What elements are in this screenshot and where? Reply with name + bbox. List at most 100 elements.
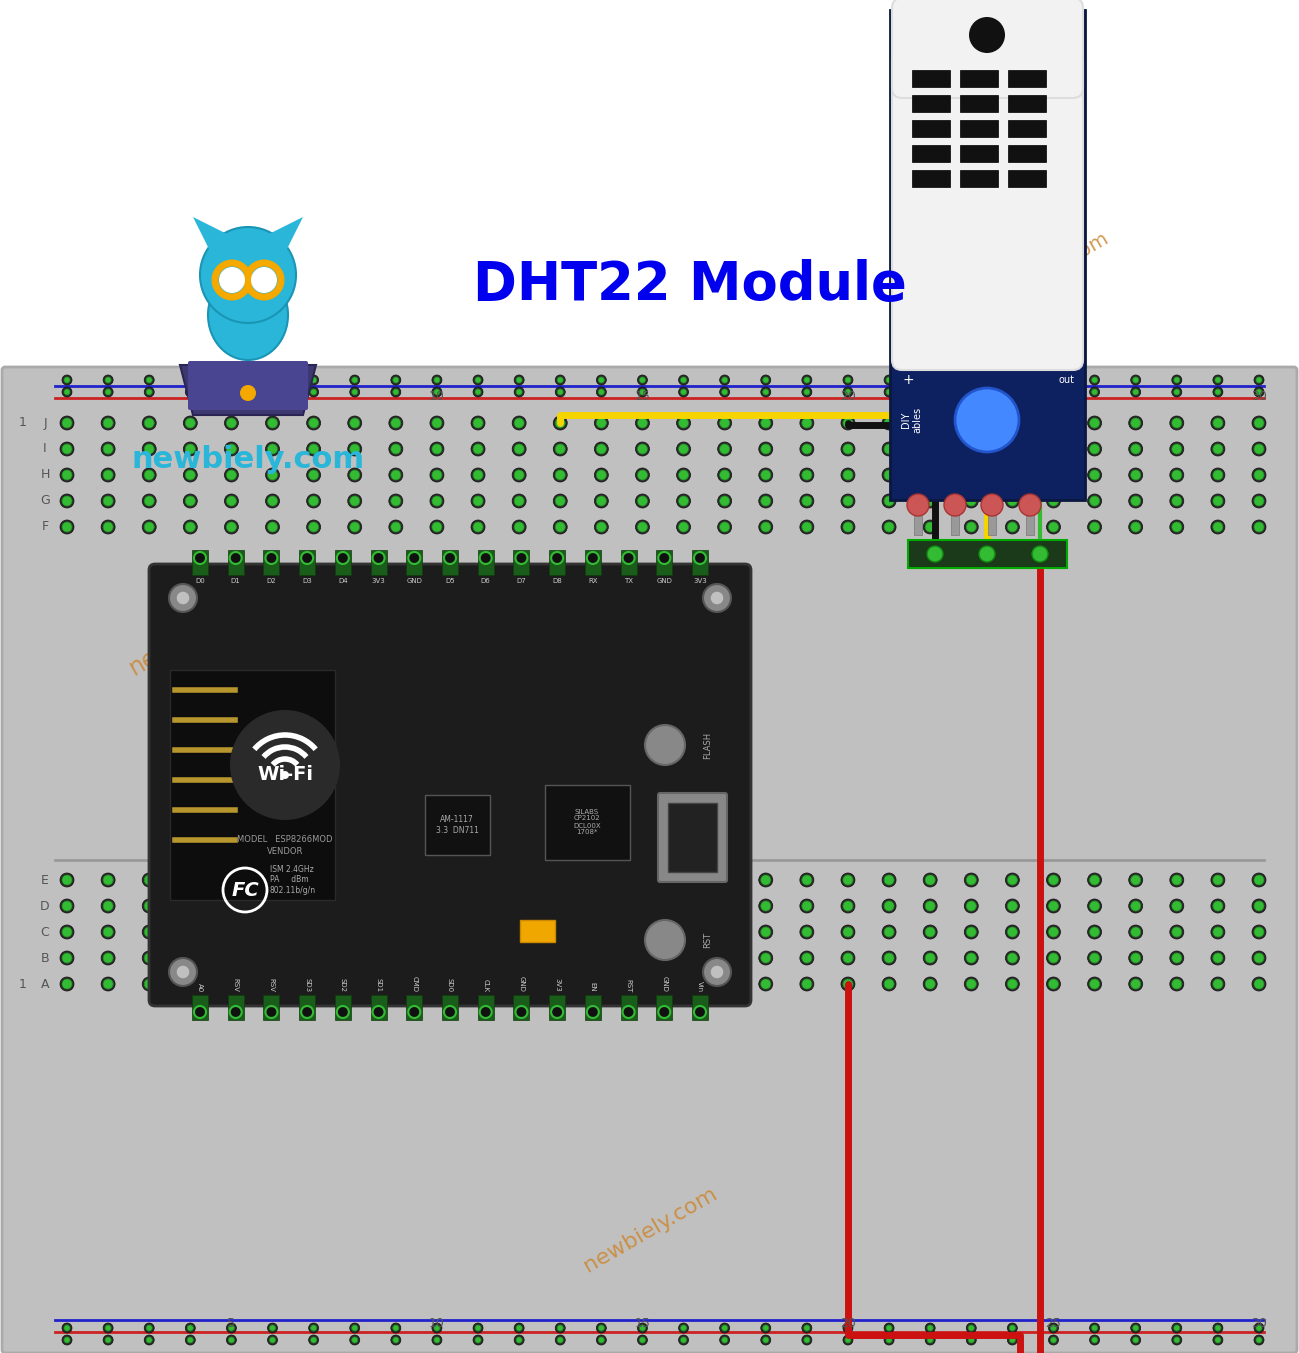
Circle shape (925, 1335, 935, 1345)
Circle shape (144, 522, 155, 532)
Bar (442, 551, 459, 575)
Circle shape (907, 494, 929, 515)
Circle shape (801, 1335, 812, 1345)
Circle shape (1252, 898, 1267, 913)
Circle shape (433, 418, 442, 428)
Circle shape (101, 977, 116, 990)
Circle shape (226, 1335, 236, 1345)
Circle shape (516, 377, 522, 383)
Circle shape (1254, 444, 1264, 455)
Bar (692, 994, 708, 1020)
Text: EN: EN (590, 982, 596, 992)
Text: GND: GND (518, 976, 525, 992)
Circle shape (103, 444, 113, 455)
Circle shape (1256, 1337, 1263, 1344)
Circle shape (694, 1007, 705, 1017)
Circle shape (1090, 522, 1099, 532)
Circle shape (924, 898, 937, 913)
Circle shape (1172, 1335, 1182, 1345)
Circle shape (516, 1337, 522, 1344)
Circle shape (349, 927, 360, 938)
Circle shape (101, 415, 116, 430)
Circle shape (1172, 444, 1182, 455)
Bar (1008, 95, 1046, 112)
Circle shape (186, 497, 195, 506)
Circle shape (473, 980, 483, 989)
Circle shape (472, 442, 485, 456)
Circle shape (925, 980, 935, 989)
Circle shape (1090, 375, 1099, 386)
Circle shape (1133, 1337, 1139, 1344)
Circle shape (1252, 468, 1267, 482)
Bar (227, 994, 244, 1020)
Circle shape (60, 951, 74, 965)
Circle shape (310, 1325, 317, 1331)
Circle shape (678, 522, 688, 532)
Bar (621, 551, 637, 575)
Circle shape (352, 377, 357, 383)
Circle shape (1252, 925, 1267, 939)
Circle shape (473, 875, 483, 885)
Circle shape (514, 444, 523, 455)
Circle shape (349, 444, 360, 455)
Circle shape (186, 375, 195, 386)
Circle shape (60, 873, 74, 888)
Circle shape (622, 552, 635, 564)
Circle shape (1087, 925, 1102, 939)
Circle shape (964, 873, 978, 888)
Circle shape (761, 522, 770, 532)
Circle shape (840, 951, 855, 965)
Circle shape (1091, 1337, 1098, 1344)
Circle shape (759, 520, 773, 534)
Circle shape (885, 375, 894, 386)
Circle shape (882, 951, 896, 965)
Bar (656, 551, 673, 575)
Text: D4: D4 (338, 578, 348, 584)
Circle shape (1170, 520, 1183, 534)
Circle shape (251, 267, 277, 294)
Bar (513, 994, 530, 1020)
Bar (513, 551, 530, 575)
Text: A: A (40, 977, 49, 990)
Circle shape (348, 873, 361, 888)
Circle shape (1130, 980, 1141, 989)
Circle shape (1252, 494, 1267, 507)
Circle shape (924, 977, 937, 990)
Circle shape (391, 497, 401, 506)
Circle shape (268, 953, 278, 963)
Circle shape (925, 875, 935, 885)
Circle shape (514, 927, 523, 938)
Circle shape (720, 444, 730, 455)
Circle shape (646, 725, 685, 764)
Circle shape (882, 977, 896, 990)
Circle shape (336, 1007, 349, 1017)
Circle shape (514, 418, 523, 428)
Circle shape (1008, 980, 1017, 989)
Circle shape (309, 497, 318, 506)
Circle shape (1170, 442, 1183, 456)
FancyBboxPatch shape (3, 367, 1296, 1353)
Circle shape (694, 552, 705, 564)
Circle shape (717, 442, 731, 456)
Circle shape (925, 387, 935, 396)
Circle shape (924, 951, 937, 965)
Circle shape (352, 390, 357, 395)
Circle shape (225, 415, 239, 430)
Circle shape (968, 1325, 974, 1331)
Circle shape (1048, 875, 1059, 885)
Circle shape (433, 375, 442, 386)
Circle shape (1213, 418, 1222, 428)
Circle shape (1129, 977, 1143, 990)
Circle shape (1254, 522, 1264, 532)
Circle shape (843, 1335, 853, 1345)
Circle shape (391, 953, 401, 963)
Circle shape (1009, 390, 1016, 395)
Circle shape (60, 468, 74, 482)
Circle shape (885, 387, 894, 396)
Circle shape (638, 1323, 647, 1333)
Circle shape (103, 375, 113, 386)
Circle shape (635, 925, 650, 939)
Circle shape (1130, 469, 1141, 480)
Circle shape (555, 522, 565, 532)
Circle shape (659, 552, 670, 564)
